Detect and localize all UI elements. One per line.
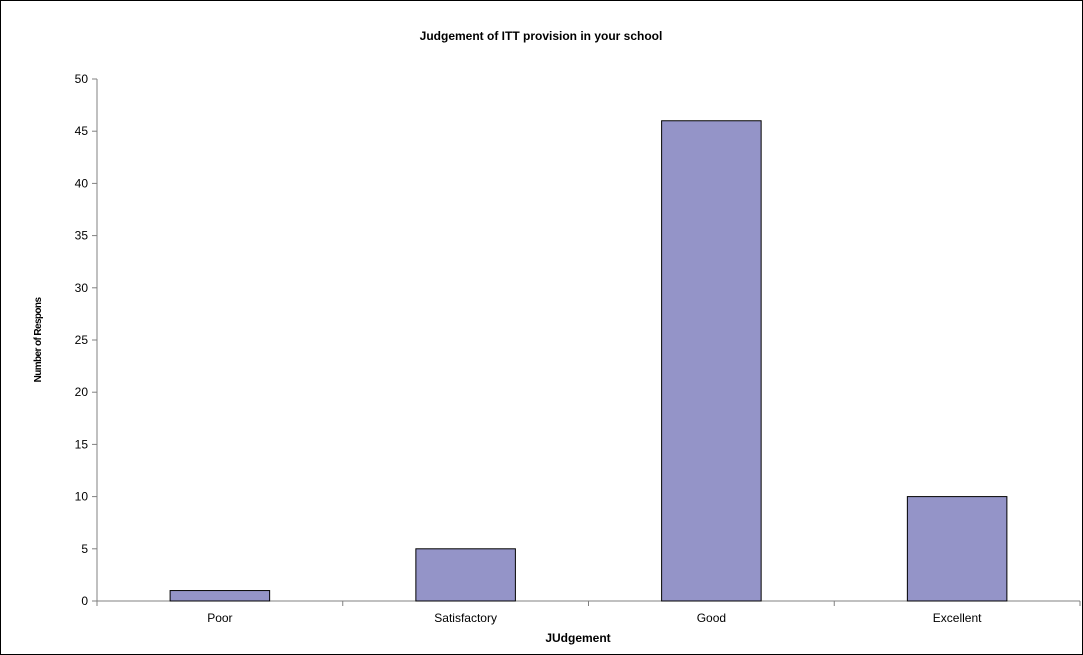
y-axis-title: Number of Respons [33, 297, 44, 383]
y-tick-label: 5 [81, 542, 88, 556]
x-tick-label: Good [697, 611, 726, 625]
y-tick-label: 10 [75, 490, 89, 504]
bar-poor [169, 590, 271, 602]
x-axis-title: JUdgement [545, 631, 610, 645]
chart-title: Judgement of ITT provision in your schoo… [420, 29, 663, 43]
y-tick-label: 0 [81, 594, 88, 608]
bar-satisfactory [415, 548, 516, 602]
y-tick-label: 30 [75, 281, 89, 295]
y-tick-label: 25 [75, 333, 89, 347]
x-tick-label: Satisfactory [434, 611, 497, 625]
y-tick-label: 20 [75, 385, 89, 399]
y-tick-label: 15 [75, 437, 89, 451]
bar-excellent [906, 496, 1008, 602]
y-tick-label: 40 [75, 176, 89, 190]
x-tick-label: Poor [207, 611, 232, 625]
plot-area: 0 5 10 15 20 25 30 35 40 45 50 Poor Satisfactory Good… [75, 72, 1081, 625]
x-tick-label: Excellent [933, 611, 982, 625]
bar-good [661, 120, 762, 602]
y-tick-label: 50 [75, 72, 89, 86]
y-tick-label: 45 [75, 124, 89, 138]
y-tick-label: 35 [75, 229, 89, 243]
